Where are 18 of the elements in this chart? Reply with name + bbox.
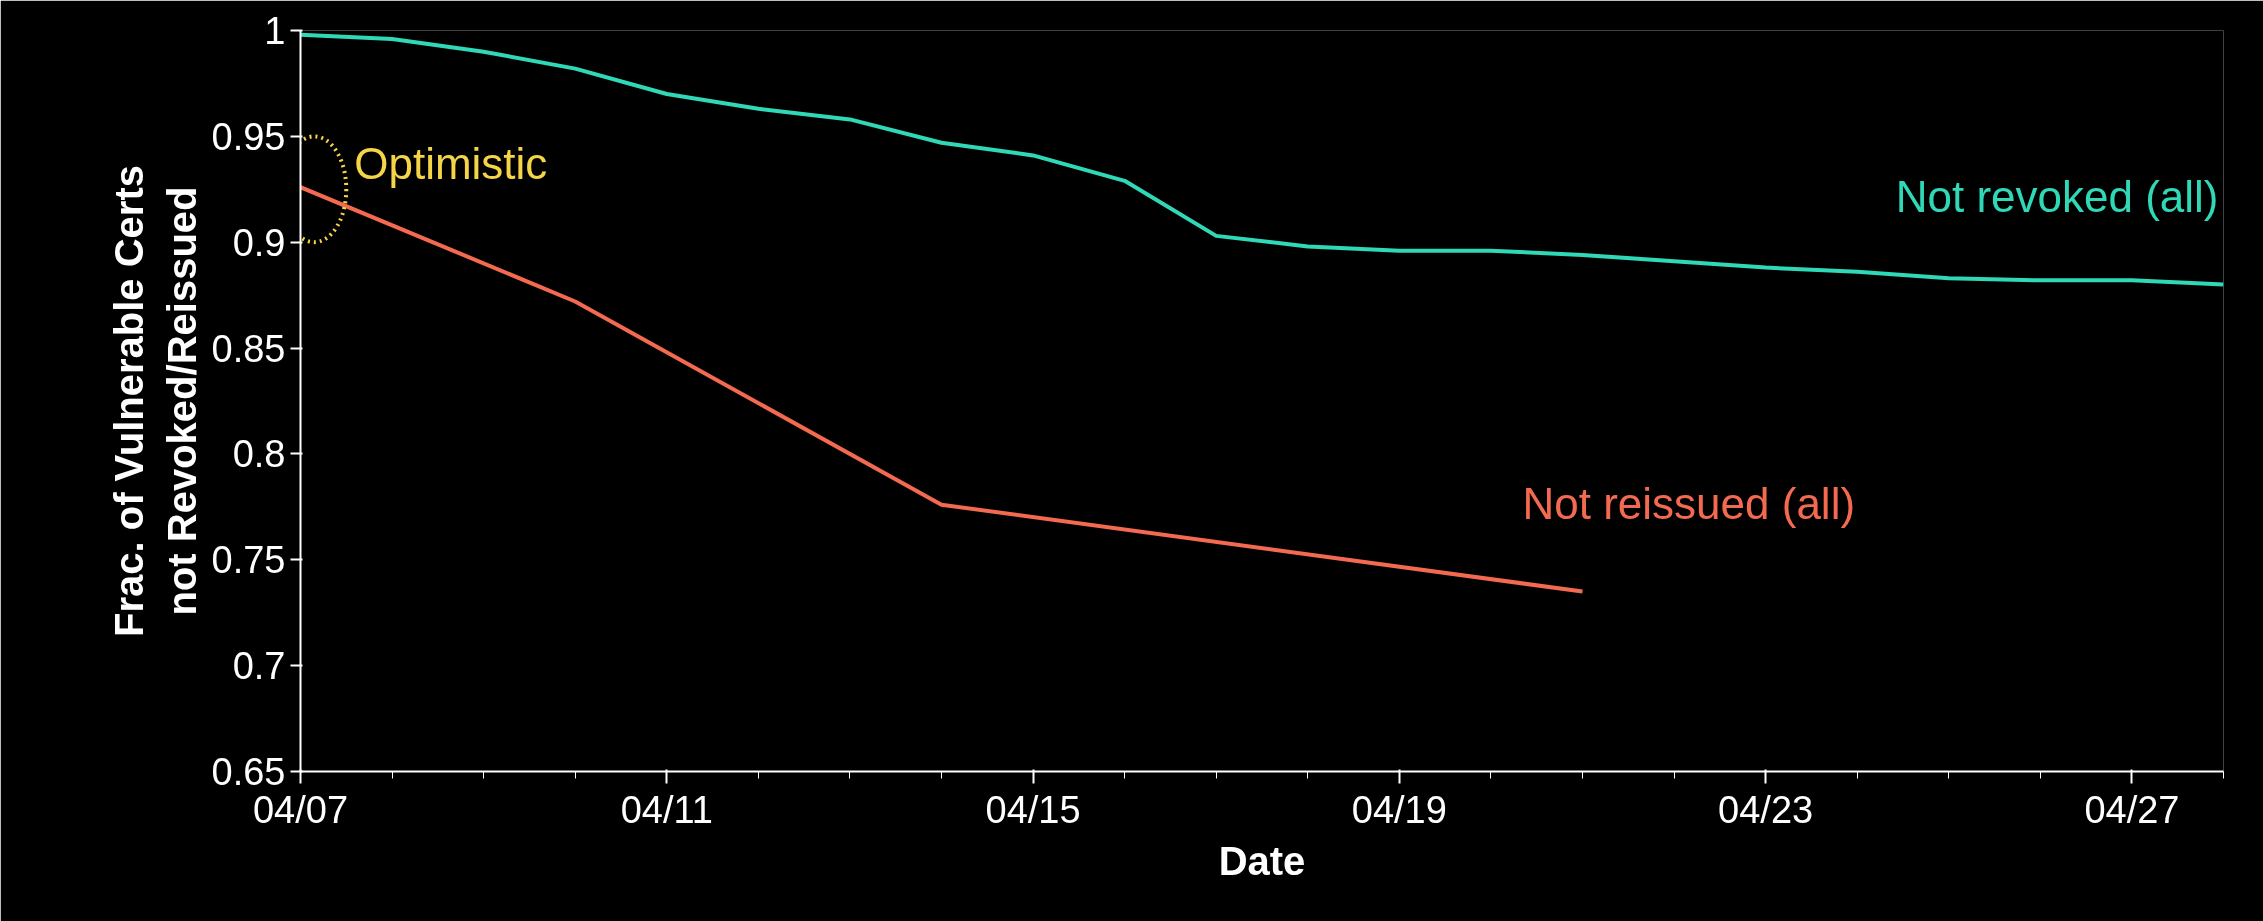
y-tick-label: 1: [264, 10, 286, 52]
y-axis-title: Frac. of Vulnerable Certs not Revoked/Reissued: [106, 165, 204, 637]
x-tick-label: 04/23: [1718, 788, 1814, 831]
y-tick-label: 0.8: [232, 433, 286, 476]
y-tick-label: 0.85: [211, 327, 286, 370]
line-series: [300, 32, 2224, 287]
y-tick-label: 0.75: [211, 539, 286, 582]
series-label: Not reissued (all): [1522, 479, 1856, 529]
y-tick-label: 0.9: [232, 221, 286, 264]
x-tick-label: 04/27: [2084, 788, 2180, 831]
x-tick-label: 04/11: [620, 788, 713, 831]
x-axis-title: Date: [1218, 838, 1306, 883]
series-label: Not revoked (all): [1895, 172, 2219, 222]
y-tick-label: 0.95: [211, 115, 286, 158]
y-tick-label: 0.7: [232, 645, 286, 688]
x-tick-label: 04/19: [1351, 788, 1447, 831]
x-tick-label: 04/15: [985, 788, 1081, 831]
annotation: Optimistic: [354, 139, 548, 189]
